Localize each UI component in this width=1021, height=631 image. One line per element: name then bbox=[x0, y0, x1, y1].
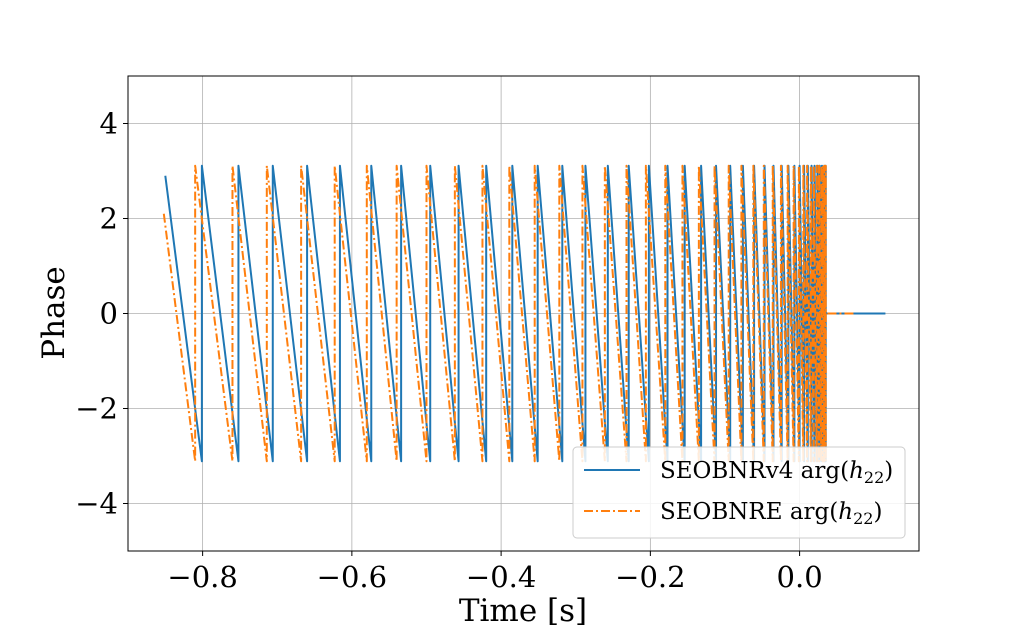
legend-label-seobnre-close: ) bbox=[873, 499, 882, 525]
legend: SEOBNRv4 arg(h22) SEOBNRE arg(h22) bbox=[572, 446, 906, 539]
x-tick-label: −0.4 bbox=[466, 560, 536, 594]
x-tick-label: −0.2 bbox=[615, 560, 685, 594]
legend-label-seobnrv4-main: SEOBNRv4 arg( bbox=[660, 458, 849, 484]
legend-label-seobnre-sub: 22 bbox=[853, 509, 873, 528]
y-tick-label: −4 bbox=[75, 487, 118, 521]
legend-label-seobnrv4-close: ) bbox=[884, 458, 893, 484]
y-tick-label: 0 bbox=[100, 297, 118, 331]
y-tick-label: 4 bbox=[100, 107, 118, 141]
legend-label-seobnrv4: SEOBNRv4 arg(h22) bbox=[660, 458, 893, 487]
legend-label-seobnre-sym: h bbox=[838, 499, 853, 525]
x-tick-label: −0.8 bbox=[167, 560, 237, 594]
ticks: −0.8 −0.6 −0.4 −0.2 0.0 −4 −2 0 2 4 bbox=[75, 107, 822, 595]
y-tick-label: 2 bbox=[100, 202, 118, 236]
x-tick-label: −0.6 bbox=[317, 560, 387, 594]
legend-label-seobnre: SEOBNRE arg(h22) bbox=[660, 499, 882, 528]
legend-label-seobnrv4-sub: 22 bbox=[864, 468, 884, 487]
y-axis-label: Phase bbox=[36, 266, 72, 360]
y-tick-label: −2 bbox=[75, 392, 118, 426]
x-tick-label: 0.0 bbox=[777, 560, 823, 594]
legend-label-seobnrv4-sym: h bbox=[849, 458, 864, 484]
legend-label-seobnre-main: SEOBNRE arg( bbox=[660, 499, 838, 525]
legend-box bbox=[572, 446, 906, 539]
x-axis-label: Time [s] bbox=[459, 593, 587, 629]
